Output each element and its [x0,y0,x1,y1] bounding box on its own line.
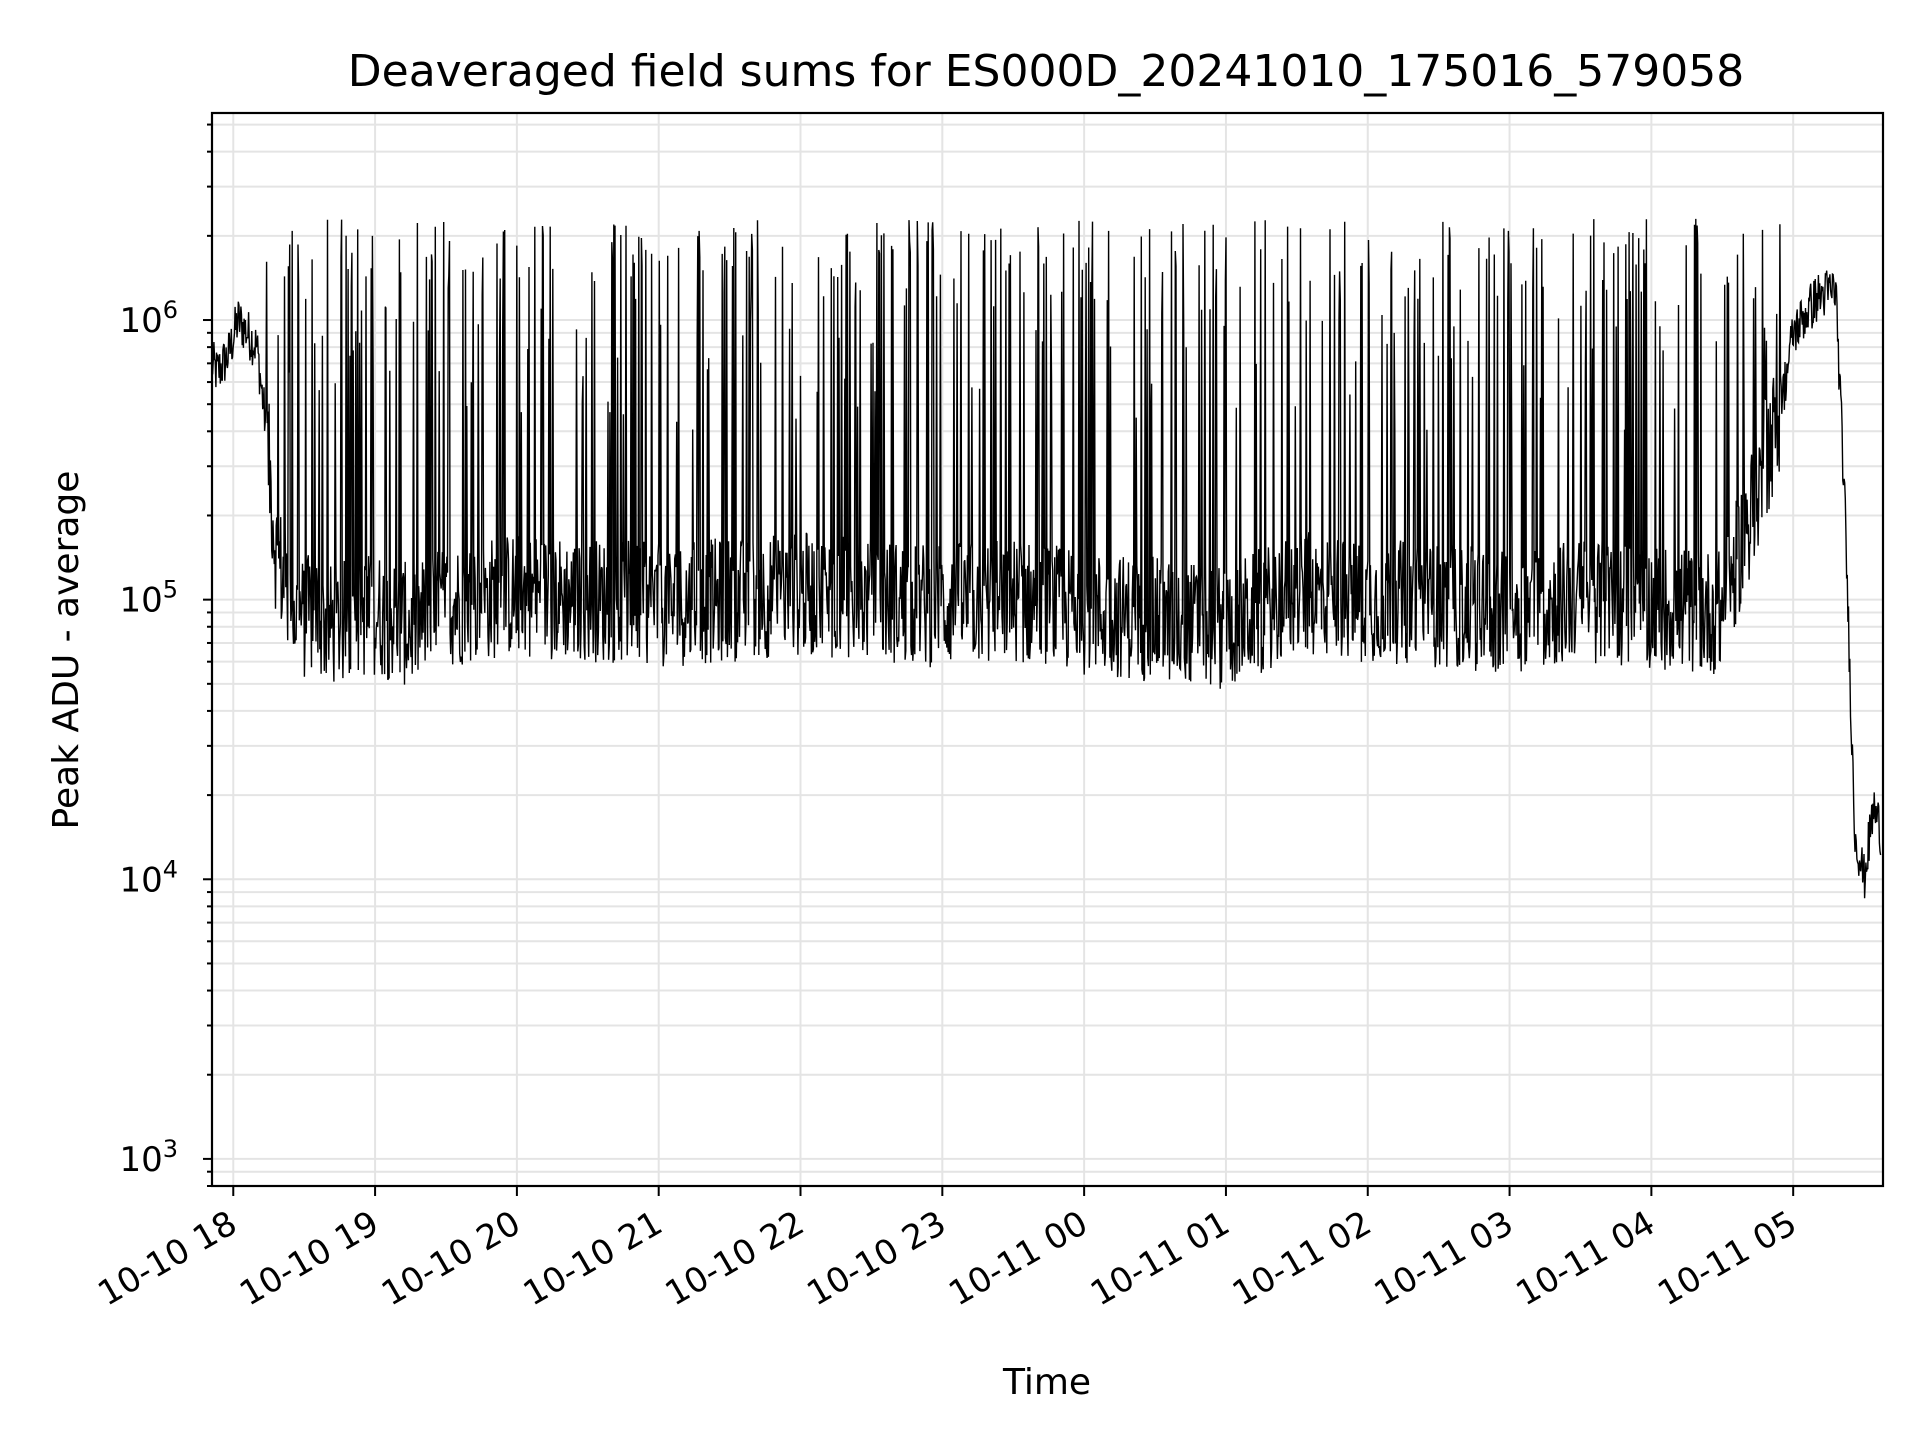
plot-area [212,218,1882,899]
x-tick-label: 10-10 20 [375,1203,527,1314]
y-tick-label: 105 [119,576,178,621]
x-tick-label: 10-10 21 [517,1203,669,1314]
plot-frame [210,111,1885,1188]
x-tick-label: 10-10 19 [233,1203,385,1314]
x-tick-label: 10-11 00 [942,1203,1094,1314]
x-tick-label: 10-11 02 [1226,1203,1378,1314]
x-tick-label: 10-11 01 [1084,1203,1236,1314]
y-tick-label: 104 [119,855,178,900]
x-tick-label: 10-11 04 [1509,1203,1661,1314]
x-tick-label: 10-10 23 [800,1203,952,1314]
series-line [212,218,1882,899]
x-axis-label: Time [1002,1362,1091,1403]
x-tick-label: 10-10 22 [659,1203,811,1314]
chart-title: Deaveraged field sums for ES000D_2024101… [348,46,1744,97]
y-axis: 103 104 105 106 [119,123,212,1187]
x-tick-label: 10-11 05 [1651,1203,1803,1314]
x-tick-label: 10-10 18 [91,1203,243,1314]
y-tick-label: 103 [119,1135,178,1180]
y-tick-label: 106 [119,296,178,341]
y-axis-label: Peak ADU - average [46,471,87,830]
x-tick-label: 10-11 03 [1368,1203,1520,1314]
